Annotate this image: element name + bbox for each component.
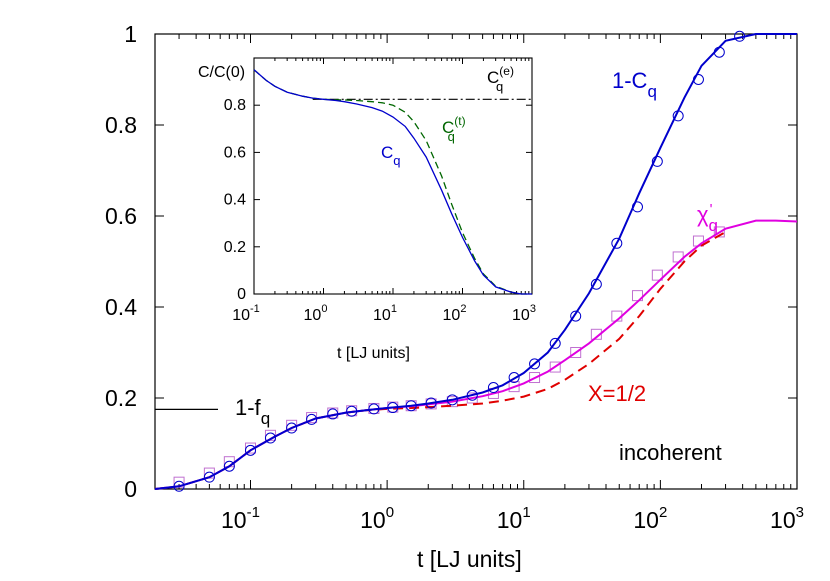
x-tick-label: 100 — [360, 504, 394, 533]
marker-circle-one-minus-cq — [264, 432, 276, 444]
marker-circle-one-minus-cq — [713, 46, 725, 58]
inset-axes: 0 0.2 0.4 0.6 0.8 10-1 100 101 102 103 — [224, 58, 536, 324]
marker-circle-one-minus-cq — [327, 408, 339, 420]
marker-circle-one-minus-cq — [631, 201, 643, 213]
marker-circle-one-minus-cq — [425, 397, 437, 409]
x-tick-label: 10-1 — [232, 303, 260, 324]
main-axes: 0 0.2 0.4 0.6 0.8 1 10-1 100 101 102 103 — [105, 21, 804, 533]
label-one-minus-fq: 1-fq — [235, 395, 270, 428]
marker-circle-one-minus-cq — [405, 400, 417, 412]
main-plot-frame — [154, 33, 798, 490]
inset-x-axis-label: t [LJ units] — [337, 345, 410, 362]
marker-circle-one-minus-cq — [286, 422, 298, 434]
y-tick-label: 0.4 — [224, 192, 246, 209]
marker-square-chi-q — [529, 372, 541, 384]
marker-square-chi-q — [651, 269, 663, 281]
marker-circle-one-minus-cq — [487, 382, 499, 394]
marker-circle-one-minus-cq — [508, 372, 520, 384]
inset-label-cq-t: C(t) q — [442, 114, 466, 144]
marker-circle-one-minus-cq — [672, 110, 684, 122]
marker-circle-one-minus-cq — [173, 480, 185, 492]
y-tick-label: 0 — [237, 286, 246, 303]
inset-line-cq — [253, 69, 532, 295]
x-tick-label: 101 — [373, 303, 397, 324]
marker-circle-one-minus-cq — [611, 237, 623, 249]
x-tick-label: 102 — [443, 303, 467, 324]
marker-circle-one-minus-cq — [570, 310, 582, 322]
marker-circle-one-minus-cq — [590, 278, 602, 290]
x-tick-label: 100 — [304, 303, 328, 324]
y-tick-label: 1 — [124, 21, 137, 47]
marker-circle-one-minus-cq — [368, 403, 380, 415]
marker-circle-one-minus-cq — [203, 471, 215, 483]
marker-square-chi-q — [549, 361, 561, 373]
marker-circle-one-minus-cq — [306, 413, 318, 425]
x-tick-label: 10-1 — [221, 504, 260, 533]
marker-circle-one-minus-cq — [387, 402, 399, 414]
label-chi-q: χ' q — [697, 201, 718, 235]
marker-circle-one-minus-cq — [549, 337, 561, 349]
label-incoherent: incoherent — [619, 440, 722, 465]
y-tick-label: 0.2 — [105, 385, 137, 411]
marker-circle-one-minus-cq — [244, 444, 256, 456]
x-tick-label: 103 — [770, 504, 804, 533]
main-series — [154, 30, 798, 492]
inset-label-cq-e: C(e) q — [487, 64, 514, 94]
marker-square-chi-q — [508, 381, 520, 393]
inset-y-axis-label: C/C(0) — [198, 64, 245, 81]
marker-circle-one-minus-cq — [346, 405, 358, 417]
y-tick-label: 0.4 — [105, 294, 137, 320]
y-tick-label: 0.6 — [105, 203, 137, 229]
x-tick-label: 101 — [497, 504, 531, 533]
inset-label-cq: Cq — [381, 143, 401, 168]
x-tick-label: 103 — [512, 303, 536, 324]
marker-square-chi-q — [570, 347, 582, 358]
y-tick-label: 0.2 — [224, 239, 246, 256]
inset-series — [253, 69, 532, 295]
marker-circle-one-minus-cq — [466, 389, 478, 401]
marker-circle-one-minus-cq — [734, 30, 746, 42]
label-x-half: X=1/2 — [588, 381, 646, 406]
label-one-minus-cq: 1-Cq — [612, 68, 657, 101]
marker-circle-one-minus-cq — [446, 394, 458, 406]
marker-circle-one-minus-cq — [529, 358, 541, 370]
marker-square-chi-q — [713, 226, 725, 238]
y-tick-label: 0.8 — [105, 112, 137, 138]
x-tick-label: 102 — [633, 504, 667, 533]
y-tick-label: 0.8 — [224, 97, 246, 114]
marker-circle-one-minus-cq — [651, 155, 663, 167]
marker-circle-one-minus-cq — [223, 460, 235, 472]
main-x-axis-label: t [LJ units] — [417, 546, 522, 572]
marker-circle-one-minus-cq — [692, 74, 704, 85]
inset-background — [254, 58, 532, 294]
y-tick-label: 0 — [124, 476, 137, 502]
y-tick-label: 0.6 — [224, 144, 246, 161]
